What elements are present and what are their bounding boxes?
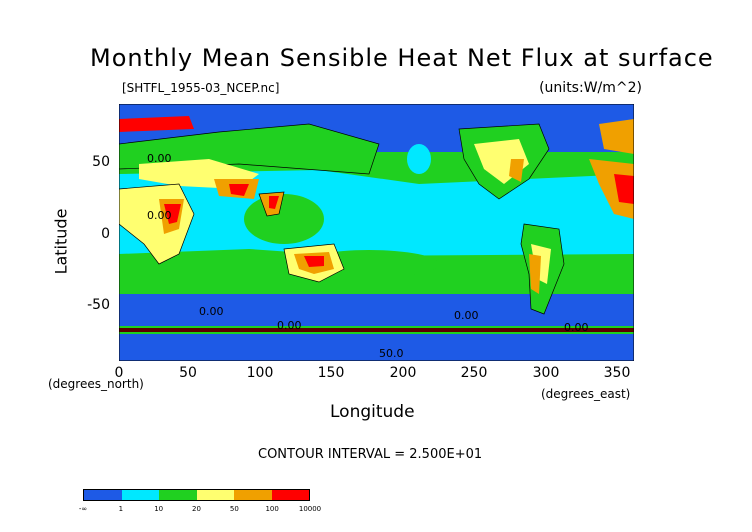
colorbar-segment xyxy=(159,490,178,500)
file-name: [SHTFL_1955-03_NCEP.nc] xyxy=(122,81,280,95)
y-tick-label: -50 xyxy=(87,297,110,313)
colorbar-label: 10 xyxy=(154,505,164,513)
land-arabia-hot xyxy=(229,184,249,196)
land-australia-hot xyxy=(304,256,324,267)
x-tick-label: 350 xyxy=(603,365,631,381)
colorbar-segment xyxy=(196,490,216,500)
land-sahara-hot xyxy=(164,204,181,224)
colorbar-segment xyxy=(121,490,141,500)
band-southern-ocean xyxy=(119,294,634,326)
arctic-warm-east xyxy=(599,119,634,154)
contour-label: 0.00 xyxy=(199,305,224,318)
colorbar-label: 50 xyxy=(229,505,239,513)
colorbar-segment xyxy=(215,490,234,500)
colorbar-label: 100 xyxy=(265,505,279,513)
x-tick-label: 150 xyxy=(317,365,345,381)
blob-indian xyxy=(244,194,324,244)
colorbar-segment xyxy=(271,490,291,500)
contour-labels: 0.00 0.00 0.00 0.00 0.00 0.00 50.0 xyxy=(147,152,589,360)
contour-label: 0.00 xyxy=(277,319,302,332)
colorbar xyxy=(83,489,310,501)
y-axis-label: Latitude xyxy=(51,208,71,275)
colorbar-segment xyxy=(234,490,253,500)
colorbar-segment xyxy=(102,490,122,500)
land-east-edge xyxy=(589,159,634,219)
colorbar-segment xyxy=(140,490,159,500)
antarctic-ridge xyxy=(119,330,634,332)
x-tick-label: 200 xyxy=(389,365,417,381)
land-india-hot xyxy=(269,196,279,209)
colorbar-label: 10000 xyxy=(298,505,322,513)
x-axis-label: Longitude xyxy=(330,402,415,422)
colorbar-label: -∞ xyxy=(78,505,88,513)
contour-interval: CONTOUR INTERVAL = 2.500E+01 xyxy=(258,447,483,462)
y-tick-label: 0 xyxy=(101,226,110,242)
y-unit-label: (degrees_north) xyxy=(48,377,144,391)
colorbar-segment xyxy=(177,490,197,500)
band-antarctica xyxy=(119,334,634,361)
x-tick-label: 0 xyxy=(114,365,124,381)
arctic-warm-west xyxy=(119,116,194,132)
x-tick-label: 300 xyxy=(532,365,560,381)
land-north-america-west xyxy=(509,159,524,182)
heat-flux-map: 0.00 0.00 0.00 0.00 0.00 0.00 50.0 xyxy=(119,104,634,361)
x-tick-label: 100 xyxy=(246,365,274,381)
colorbar-segment xyxy=(290,490,309,500)
land-east-hot xyxy=(614,174,634,204)
y-tick-label: 50 xyxy=(92,154,110,170)
contour-label: 0.00 xyxy=(147,209,172,222)
colorbar-label: 1 xyxy=(118,505,124,513)
colorbar-label: 20 xyxy=(192,505,201,513)
x-tick-label: 250 xyxy=(460,365,488,381)
units-label: (units:W/m^2) xyxy=(539,80,642,96)
map-layers xyxy=(119,104,634,361)
colorbar-segment xyxy=(84,490,103,500)
colorbar-segment xyxy=(252,490,272,500)
contour-label: 0.00 xyxy=(147,152,172,165)
x-unit-label: (degrees_east) xyxy=(541,387,631,401)
x-tick-label: 50 xyxy=(179,365,197,381)
land-south-america-interior xyxy=(531,244,551,284)
contour-label: 0.00 xyxy=(454,309,479,322)
land-andes xyxy=(529,254,541,294)
contour-label: 50.0 xyxy=(379,347,404,360)
contour-label: 0.00 xyxy=(564,321,589,334)
chart-title: Monthly Mean Sensible Heat Net Flux at s… xyxy=(90,44,714,72)
spot-north-pacific xyxy=(407,144,431,174)
